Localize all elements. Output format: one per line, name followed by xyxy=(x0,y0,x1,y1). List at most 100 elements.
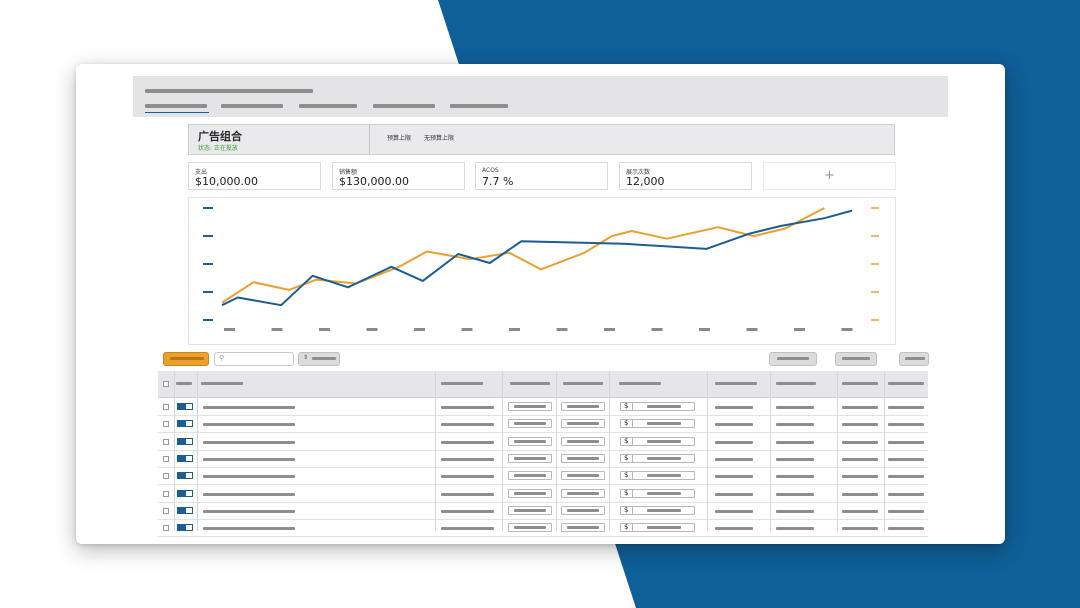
row-input[interactable] xyxy=(508,488,552,498)
column-divider xyxy=(609,371,610,531)
row-input[interactable] xyxy=(561,419,605,429)
status-toggle[interactable] xyxy=(177,506,193,514)
budget-input[interactable]: $ xyxy=(620,471,695,481)
button-label-placeholder xyxy=(170,357,204,360)
row-checkbox[interactable] xyxy=(163,438,169,445)
row-input[interactable] xyxy=(508,505,552,515)
select-all-checkbox[interactable] xyxy=(163,381,169,387)
nav-tab-5[interactable] xyxy=(450,104,508,108)
row-name-placeholder[interactable] xyxy=(203,440,295,444)
row-input[interactable] xyxy=(561,402,605,411)
row-cell xyxy=(888,527,924,531)
header-col-9[interactable] xyxy=(842,382,878,385)
button-label-placeholder xyxy=(842,357,870,360)
row-checkbox[interactable] xyxy=(163,421,169,428)
row-input[interactable] xyxy=(508,402,552,411)
row-input[interactable] xyxy=(508,471,552,481)
row-cell xyxy=(715,475,753,479)
toolbar-button-2[interactable] xyxy=(835,352,877,366)
row-checkbox[interactable] xyxy=(163,455,169,462)
budget-input[interactable]: $ xyxy=(620,419,695,429)
row-input[interactable] xyxy=(508,453,552,463)
table-row[interactable]: $ xyxy=(158,399,928,416)
table-row[interactable]: $ xyxy=(158,486,928,503)
budget-input[interactable]: $ xyxy=(620,453,695,463)
budget-input[interactable]: $ xyxy=(620,436,695,446)
row-cell xyxy=(441,492,494,496)
row-checkbox[interactable] xyxy=(163,490,169,497)
metric-card-sales[interactable]: 销售额 $130,000.00 xyxy=(332,162,465,190)
no-budget-cap-label[interactable]: 无预算上限 xyxy=(424,135,455,142)
status-toggle[interactable] xyxy=(177,489,193,497)
row-name-placeholder[interactable] xyxy=(203,423,295,427)
header-col-name[interactable] xyxy=(201,382,243,385)
header-col-4[interactable] xyxy=(510,382,550,385)
add-metric-button[interactable]: + xyxy=(763,162,896,190)
status-toggle[interactable] xyxy=(177,437,193,445)
row-checkbox[interactable] xyxy=(163,507,169,514)
top-navigation xyxy=(133,76,948,117)
status-toggle[interactable] xyxy=(177,420,193,428)
row-name-placeholder[interactable] xyxy=(203,457,295,461)
header-col-state[interactable] xyxy=(176,382,192,385)
metric-card-acos[interactable]: ACOS 7.7 % xyxy=(475,162,608,190)
column-divider xyxy=(502,371,503,531)
button-label-placeholder xyxy=(777,357,809,360)
row-input[interactable] xyxy=(561,523,605,533)
row-input[interactable] xyxy=(561,436,605,446)
row-input[interactable] xyxy=(561,488,605,498)
row-name-placeholder[interactable] xyxy=(203,475,295,479)
header-col-8[interactable] xyxy=(776,382,816,385)
nav-tab-2[interactable] xyxy=(221,104,283,108)
search-input[interactable]: ⚲ xyxy=(214,352,294,366)
status-toggle[interactable] xyxy=(177,472,193,480)
row-cell xyxy=(776,492,814,496)
create-campaign-button[interactable] xyxy=(163,352,209,366)
portfolio-title: 广告组合 xyxy=(198,130,242,143)
row-input[interactable] xyxy=(561,471,605,481)
row-input[interactable] xyxy=(508,419,552,429)
budget-cap-label[interactable]: 预算上限 xyxy=(387,135,412,142)
row-input[interactable] xyxy=(508,523,552,533)
metric-card-spend[interactable]: 支出 $10,000.00 xyxy=(188,162,321,190)
budget-input[interactable]: $ xyxy=(620,402,695,411)
budget-input[interactable]: $ xyxy=(620,523,695,533)
nav-tab-1[interactable] xyxy=(145,104,207,108)
table-row[interactable]: $ xyxy=(158,434,928,451)
toolbar-button-1[interactable] xyxy=(769,352,817,366)
row-name-placeholder[interactable] xyxy=(203,406,295,409)
nav-tab-3[interactable] xyxy=(299,104,357,108)
row-input[interactable] xyxy=(561,453,605,463)
row-input[interactable] xyxy=(561,505,605,515)
header-col-10[interactable] xyxy=(888,382,924,385)
row-cell xyxy=(715,440,753,444)
filter-dropdown[interactable]: ⇕ xyxy=(298,352,340,366)
row-checkbox[interactable] xyxy=(163,404,169,410)
table-row[interactable]: $ xyxy=(158,520,928,538)
status-toggle[interactable] xyxy=(177,454,193,462)
budget-input[interactable]: $ xyxy=(620,505,695,515)
status-toggle[interactable] xyxy=(177,524,193,532)
metric-card-impressions[interactable]: 展示次数 12,000 xyxy=(619,162,752,190)
x-tick-label xyxy=(604,328,615,331)
row-input[interactable] xyxy=(508,436,552,446)
table-row[interactable]: $ xyxy=(158,468,928,486)
table-row[interactable]: $ xyxy=(158,451,928,468)
header-col-5[interactable] xyxy=(563,382,603,385)
header-col-3[interactable] xyxy=(441,382,483,385)
row-name-placeholder[interactable] xyxy=(203,509,295,513)
table-row[interactable]: $ xyxy=(158,503,928,520)
budget-input[interactable]: $ xyxy=(620,488,695,498)
row-checkbox[interactable] xyxy=(163,525,169,532)
column-divider xyxy=(707,371,708,531)
header-col-7[interactable] xyxy=(715,382,757,385)
row-checkbox[interactable] xyxy=(163,473,169,480)
x-tick-label xyxy=(414,328,425,331)
toolbar-button-3[interactable] xyxy=(899,352,929,366)
table-row[interactable]: $ xyxy=(158,416,928,434)
row-name-placeholder[interactable] xyxy=(203,527,295,531)
status-toggle[interactable] xyxy=(177,403,193,410)
header-col-budget[interactable] xyxy=(619,382,661,385)
nav-tab-4[interactable] xyxy=(373,104,435,108)
row-name-placeholder[interactable] xyxy=(203,492,295,496)
